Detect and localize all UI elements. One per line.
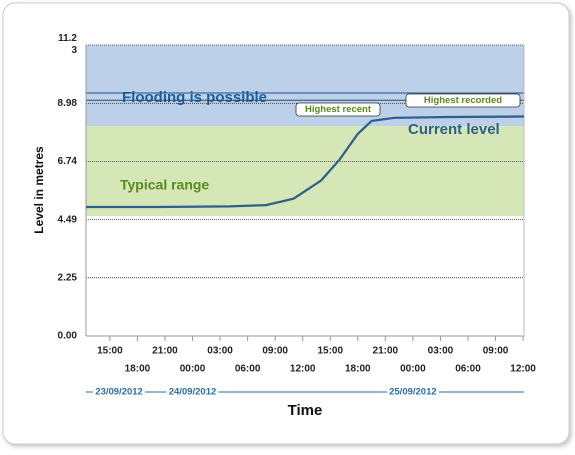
x-tick-label: 03:00: [207, 346, 233, 357]
reference-label-box: [295, 102, 381, 117]
reference-label: Highest recent: [305, 104, 372, 115]
date-label: 23/09/2012: [95, 387, 143, 398]
x-tick-label: 21:00: [373, 346, 399, 357]
date-label: 25/09/2012: [389, 387, 437, 398]
y-tick-label-part: 11.2: [58, 33, 77, 44]
x-tick-label: 12:00: [510, 364, 536, 375]
reference-label-box: [405, 93, 521, 108]
band: [86, 126, 524, 217]
x-tick-label: 15:00: [97, 346, 123, 357]
y-tick-label: 6.74: [58, 156, 78, 167]
x-tick-label: 18:00: [345, 364, 371, 375]
date-label: 24/09/2012: [169, 387, 217, 398]
band-label: Typical range: [120, 177, 209, 193]
x-axis-label: Time: [288, 402, 323, 419]
x-tick-label: 18:00: [125, 364, 151, 375]
x-tick-label: 06:00: [455, 364, 481, 375]
y-axis-label: Level in metres: [32, 146, 46, 234]
series-line: [86, 115, 525, 209]
x-tick-label: 00:00: [180, 364, 206, 375]
x-tick-label: 00:00: [400, 364, 426, 375]
y-tick-label: 2.25: [58, 272, 78, 283]
x-tick-label: 15:00: [317, 346, 343, 357]
x-tick-label: 03:00: [428, 346, 454, 357]
reference-label: Highest recorded: [424, 95, 502, 106]
x-tick-label: 21:00: [152, 346, 178, 357]
x-tick-label: 09:00: [262, 346, 288, 357]
x-tick-label: 12:00: [290, 364, 316, 375]
y-tick-label: 4.49: [58, 214, 78, 225]
y-tick-label-part: 3: [71, 45, 77, 56]
y-tick-label: 0.00: [58, 331, 78, 342]
x-tick-label: 09:00: [483, 346, 509, 357]
series-label: Current level: [408, 121, 500, 138]
y-tick-label: 11.2 3: [58, 33, 77, 56]
x-tick-label: 06:00: [235, 364, 261, 375]
y-tick-label: 8.98: [58, 98, 78, 109]
